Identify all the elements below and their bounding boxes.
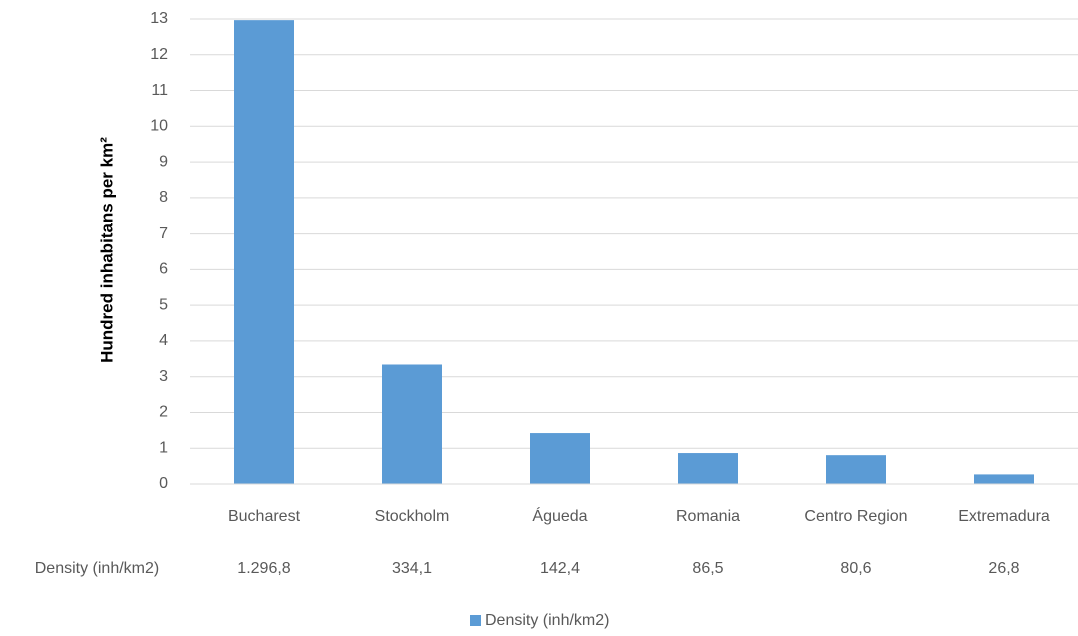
y-tick-label: 8 [159,189,168,206]
y-tick-label: 13 [150,10,168,27]
x-tick-label: Stockholm [374,508,450,525]
bar [382,364,442,484]
y-tick-label: 10 [150,118,168,135]
x-tick-label: Águeda [532,508,588,525]
x-tick-label: Bucharest [227,508,301,525]
bar [234,20,294,484]
table-row-header: Density (inh/km2) [35,560,159,577]
y-tick-label: 7 [159,225,168,242]
table-value: 86,5 [692,560,723,577]
y-tick-label: 2 [159,404,168,421]
table-value: 1.296,8 [237,560,290,577]
y-tick-label: 11 [151,82,168,99]
y-tick-label: 6 [159,261,168,278]
y-axis-label: Hundred inhabitans per km² [97,137,116,363]
x-tick-label: Centro Region [804,508,908,525]
y-tick-label: 4 [159,332,168,349]
y-tick-label: 0 [159,475,168,492]
x-tick-label: Extremadura [958,508,1050,525]
bar [530,433,590,484]
y-tick-label: 1 [159,439,168,456]
y-tick-label: 5 [159,296,168,313]
table-value: 142,4 [540,560,580,577]
legend-label: Density (inh/km2) [485,612,609,629]
table-value: 80,6 [840,560,871,577]
table-value: 26,8 [988,560,1019,577]
bar [826,455,886,484]
table-value: 334,1 [392,560,432,577]
legend-swatch [470,615,481,626]
y-tick-label: 12 [150,46,168,63]
bar [974,474,1034,484]
x-tick-label: Romania [675,508,741,525]
y-tick-label: 9 [159,153,168,170]
y-tick-label: 3 [159,368,168,385]
bar [678,453,738,484]
